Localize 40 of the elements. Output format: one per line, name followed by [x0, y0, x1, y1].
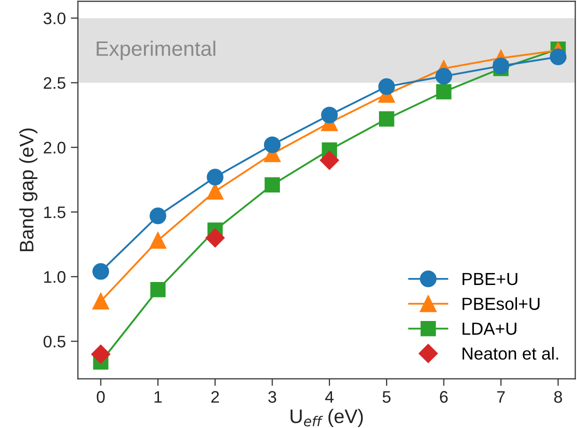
- point: [321, 106, 338, 124]
- point: [150, 232, 166, 249]
- point: [264, 177, 280, 192]
- y-tick-label: 1.5: [44, 206, 66, 218]
- legend-label: LDA+U: [462, 322, 516, 335]
- y-axis-title: Band gap (eV): [19, 128, 38, 252]
- legend-label: Neaton et al.: [462, 346, 558, 360]
- point: [206, 228, 225, 248]
- legend-label: PBEsol+U: [462, 297, 540, 310]
- point: [150, 282, 166, 298]
- point: [550, 48, 566, 66]
- band-label: Experimental: [96, 40, 216, 60]
- y-tick-label: 2.5: [44, 77, 66, 89]
- x-tick-label: 7: [497, 391, 505, 403]
- x-tick-label: 2: [211, 391, 219, 403]
- y-tick-label: 3.0: [44, 12, 66, 24]
- x-tick-label: 0: [96, 391, 105, 403]
- point: [435, 68, 452, 85]
- point: [92, 263, 110, 280]
- point: [91, 344, 110, 364]
- x-tick-label: 1: [154, 391, 162, 403]
- x-tick-label: 8: [554, 391, 562, 403]
- x-tick-label: 3: [268, 391, 276, 403]
- point: [320, 150, 339, 170]
- y-tick-label: 1.0: [44, 271, 66, 283]
- x-tick-label: 4: [325, 391, 334, 403]
- legend-label: PBE+U: [462, 273, 518, 286]
- point: [264, 136, 281, 154]
- point: [492, 58, 510, 74]
- x-tick-label: 5: [382, 391, 391, 403]
- y-tick-label: 0.5: [44, 336, 66, 348]
- y-tick-label: 2.0: [44, 142, 66, 154]
- x-axis-title: U$_{eff}$ (eV): [290, 408, 363, 428]
- point: [92, 292, 110, 310]
- point: [206, 168, 224, 186]
- point: [378, 111, 394, 127]
- point: [150, 208, 166, 224]
- point: [378, 78, 395, 95]
- x-tick-label: 6: [440, 391, 448, 403]
- point: [436, 84, 452, 100]
